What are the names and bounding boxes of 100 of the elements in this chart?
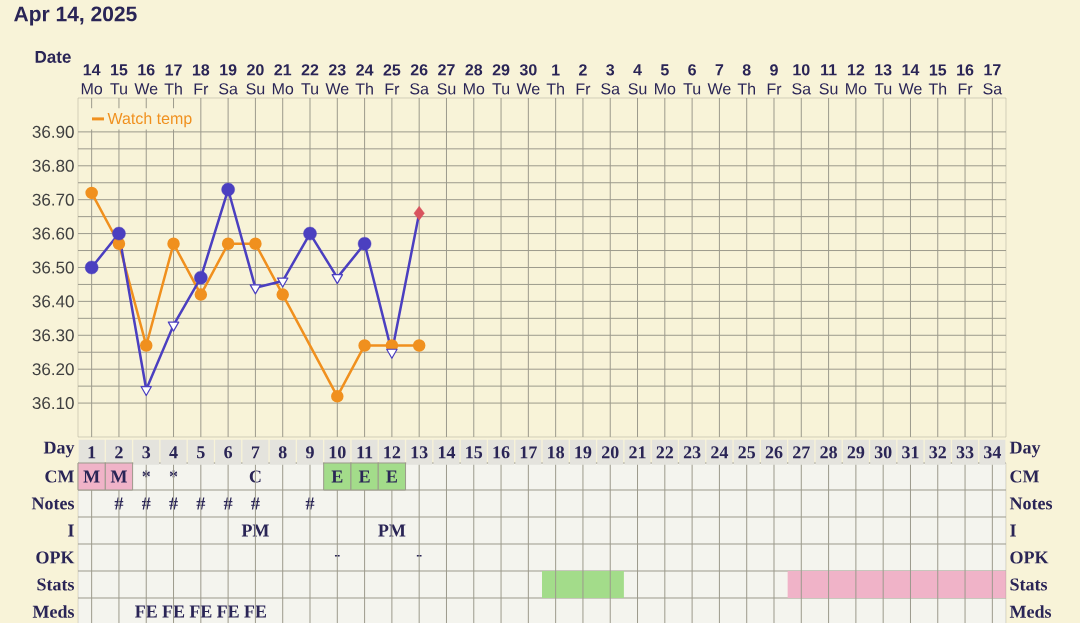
- text: PM: [241, 524, 269, 537]
- x-tick-label: 25 Fr: [383, 64, 401, 95]
- x-tick-label: 19: [575, 446, 592, 459]
- point: [221, 182, 235, 197]
- text: #: [305, 497, 315, 510]
- x-tick-label: 4 Su: [628, 64, 647, 95]
- x-tick-label: 30 We: [516, 64, 540, 95]
- point: [84, 260, 99, 275]
- x-tick-label: 33: [956, 446, 974, 459]
- x-tick-label: 15 Tu: [110, 64, 128, 95]
- y-tick-label: 36.40: [32, 295, 74, 308]
- x-tick-label: 3 Sa: [601, 64, 621, 95]
- x-tick-label: 17 Sa: [983, 64, 1003, 95]
- y-tick-label: Meds: [32, 605, 75, 618]
- x-tick-label: 1: [88, 446, 96, 459]
- x-tick-label: 21: [629, 446, 646, 459]
- x-tick-label: 23 We: [325, 64, 349, 95]
- x-tick-label: 24: [711, 446, 729, 459]
- x-tick-label: 24 Th: [355, 64, 374, 95]
- x-tick-label: 30: [874, 446, 892, 459]
- x-tick-label: 27 Su: [437, 64, 456, 95]
- point: [112, 226, 126, 241]
- x-tick-label: 29 Tu: [492, 64, 510, 95]
- x-tick-label: 5: [197, 446, 205, 459]
- y-tick-label: 36.70: [32, 193, 74, 206]
- x-tick-label: 8 Th: [737, 64, 755, 95]
- text: PM: [378, 524, 406, 537]
- y-tick-label: 36.60: [32, 227, 74, 240]
- x-tick-label: 29: [847, 446, 865, 459]
- y2-tick-label: Stats: [1010, 578, 1048, 591]
- x-tick-label: 4: [169, 446, 178, 459]
- text: #: [114, 497, 124, 510]
- text: M: [110, 470, 127, 483]
- x-tick-label: 2: [115, 446, 123, 459]
- x-tick-label: 12: [384, 446, 401, 459]
- point: [140, 385, 153, 397]
- x-tick-label: 15 Th: [928, 64, 947, 95]
- chart-title: Apr 14, 2025: [14, 6, 137, 26]
- text: Day: [1009, 441, 1041, 458]
- point: [358, 339, 371, 352]
- y-tick-label: Notes: [31, 497, 75, 510]
- x-tick-label: 7 We: [707, 64, 731, 95]
- point: [194, 288, 208, 301]
- point: [357, 237, 372, 251]
- text: FE: [162, 605, 185, 618]
- x-tick-label: 11: [357, 446, 373, 459]
- x-tick-label: 10 Sa: [792, 64, 812, 95]
- x-tick-label: 7: [251, 446, 260, 459]
- x-tick-label: 15: [466, 446, 483, 459]
- text: -: [416, 554, 422, 557]
- text: FE: [135, 605, 157, 618]
- text: #: [223, 497, 233, 510]
- point: [276, 277, 289, 288]
- x-tick-label: 9 Fr: [767, 64, 782, 95]
- y2-tick-label: Meds: [1009, 605, 1052, 618]
- text: FE: [189, 605, 212, 618]
- x-tick-label: 28: [820, 446, 837, 459]
- text: E: [358, 470, 370, 483]
- point: [139, 339, 153, 352]
- point: [194, 270, 208, 285]
- y-tick-label: Stats: [37, 578, 75, 591]
- y-tick-label: 36.30: [32, 329, 74, 342]
- x-tick-label: 11 Su: [819, 64, 838, 95]
- x-tick-label: 17: [520, 446, 537, 459]
- x-tick-label: 9: [305, 446, 314, 459]
- point: [331, 390, 344, 403]
- x-tick-label: 28 Mo: [463, 64, 485, 95]
- x-tick-label: 3: [142, 446, 151, 459]
- x-tick-label: 34: [984, 446, 1002, 459]
- point: [167, 321, 180, 332]
- y-tick-label: CM: [45, 470, 74, 483]
- x-tick-label: 19 Sa: [219, 64, 238, 95]
- text: E: [386, 470, 397, 483]
- x-tick-label: 14: [438, 446, 456, 459]
- x-axis-title: Day: [43, 441, 75, 458]
- text: #: [251, 497, 260, 510]
- x-tick-label: 18 Fr: [192, 64, 210, 95]
- x-tick-label: 17 Th: [164, 64, 182, 95]
- point: [249, 284, 262, 295]
- x-tick-label: 26: [765, 446, 783, 459]
- x-tick-label: 18: [548, 446, 565, 459]
- x-tick-label: 20 Su: [246, 64, 265, 95]
- text: -: [334, 554, 340, 557]
- x-tick-label: 6: [224, 446, 233, 459]
- y-tick-label: 36.20: [32, 363, 74, 376]
- text: C: [249, 470, 261, 483]
- text: FE: [216, 605, 239, 618]
- x-tick-label: 32: [929, 446, 946, 459]
- x-tick-label: 16 Fr: [957, 64, 974, 95]
- y2-tick-label: CM: [1010, 470, 1039, 483]
- x-tick-label: 10: [329, 446, 346, 459]
- x-tick-label: 25: [738, 446, 756, 459]
- point: [331, 274, 344, 285]
- text: M: [83, 470, 100, 483]
- x-axis-title: Date: [35, 51, 71, 63]
- x-tick-label: 16 We: [134, 64, 158, 95]
- point: [303, 226, 317, 241]
- x-tick-label: 31: [902, 446, 919, 459]
- point: [85, 186, 98, 200]
- x-tick-label: 14 We: [898, 64, 922, 95]
